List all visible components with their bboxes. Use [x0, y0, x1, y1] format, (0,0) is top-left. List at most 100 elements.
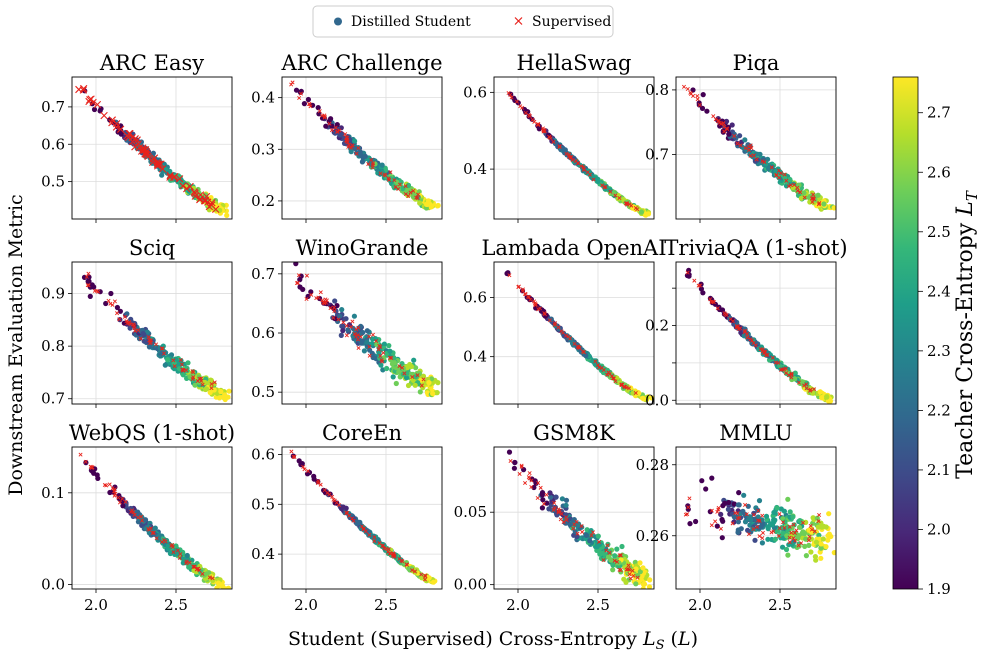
supervised-point	[544, 492, 549, 497]
supervised-point	[792, 182, 797, 187]
supervised-point	[760, 159, 765, 164]
distilled-point	[753, 151, 759, 157]
distilled-point	[412, 382, 418, 388]
supervised-point	[400, 365, 405, 370]
distilled-point	[703, 486, 709, 492]
supervised-point	[191, 564, 196, 569]
supervised-point	[159, 539, 164, 544]
supervised-point	[349, 324, 354, 329]
supervised-point	[414, 195, 419, 200]
distilled-point	[506, 449, 513, 455]
supervised-point	[180, 367, 185, 372]
supervised-point	[186, 182, 194, 191]
supervised-point	[722, 129, 727, 134]
distilled-point	[211, 387, 217, 393]
distilled-point	[412, 569, 418, 575]
supervised-point	[627, 572, 632, 577]
supervised-point	[604, 548, 609, 553]
distilled-point	[180, 549, 186, 556]
distilled-point	[765, 526, 771, 532]
distilled-point	[646, 584, 653, 589]
subplot-title: MMLU	[719, 421, 793, 445]
supervised-point	[801, 520, 806, 525]
supervised-point	[744, 331, 749, 336]
supervised-point	[140, 518, 145, 523]
distilled-point	[521, 467, 527, 473]
distilled-point	[567, 521, 573, 528]
supervised-point	[405, 562, 410, 567]
supervised-point	[595, 363, 600, 368]
distilled-point	[610, 567, 616, 573]
supervised-point	[551, 507, 556, 512]
supervised-point	[722, 124, 727, 129]
distilled-point	[511, 465, 517, 471]
distilled-point	[561, 333, 568, 339]
supervised-point	[593, 359, 598, 364]
distilled-point	[742, 137, 748, 143]
distilled-point	[352, 138, 358, 144]
distilled-point	[417, 200, 423, 206]
distilled-point	[339, 323, 345, 329]
subplot-title: GSM8K	[533, 421, 615, 445]
distilled-point	[796, 182, 802, 188]
distilled-point	[820, 536, 826, 542]
distilled-point	[633, 581, 639, 587]
distilled-point	[647, 577, 653, 583]
colorbar-tick-label: 1.9	[927, 580, 951, 598]
supervised-point	[317, 109, 322, 114]
distilled-point	[173, 356, 179, 362]
distilled-point	[826, 531, 833, 537]
distilled-point	[759, 522, 765, 528]
supervised-point	[356, 325, 361, 330]
distilled-point	[803, 536, 809, 542]
axes-frame	[281, 446, 443, 590]
distilled-point	[685, 503, 691, 509]
supervised-point	[816, 202, 821, 207]
supervised-point	[298, 91, 303, 96]
subplot-arc-easy: 0.5 0.6 0.7 ARC Easy	[41, 51, 233, 223]
supervised-point	[633, 390, 638, 396]
distilled-point	[737, 133, 743, 139]
supervised-point	[782, 172, 787, 177]
supervised-point	[765, 352, 770, 357]
supervised-point	[746, 144, 752, 149]
supervised-point	[335, 129, 340, 134]
distilled-point	[107, 489, 113, 496]
supervised-point	[529, 484, 534, 490]
distilled-point	[785, 552, 791, 558]
subplot-title: ARC Challenge	[280, 51, 442, 75]
supervised-point	[304, 273, 309, 278]
supervised-point	[617, 553, 622, 558]
supervised-point	[783, 366, 788, 371]
distilled-point	[792, 376, 798, 382]
supervised-point	[576, 345, 581, 350]
supervised-point	[379, 358, 384, 363]
distilled-point	[305, 293, 311, 299]
supervised-point	[133, 136, 141, 144]
supervised-point	[403, 184, 408, 189]
supervised-point	[79, 86, 88, 94]
supervised-point	[154, 536, 159, 541]
supervised-point	[191, 189, 199, 197]
supervised-point	[520, 287, 525, 292]
distilled-point	[801, 190, 807, 196]
distilled-point	[208, 195, 214, 201]
x-tick-label: 2.5	[374, 596, 398, 614]
distilled-point	[771, 517, 777, 523]
distilled-point	[114, 304, 120, 311]
supervised-point	[804, 382, 809, 387]
supervised-point	[369, 157, 374, 162]
supervised-point	[163, 539, 168, 544]
subplot-title: HellaSwag	[516, 51, 631, 75]
distilled-point	[218, 389, 224, 395]
scatter-points	[506, 449, 653, 589]
supervised-point	[179, 362, 184, 367]
supervised-point	[178, 552, 183, 557]
y-tick-label: 0.6	[251, 324, 275, 342]
y-tick-label: 0.1	[41, 484, 65, 502]
distilled-point	[826, 511, 832, 517]
supervised-point	[184, 368, 189, 373]
distilled-point	[637, 569, 643, 575]
supervised-point	[779, 171, 784, 176]
